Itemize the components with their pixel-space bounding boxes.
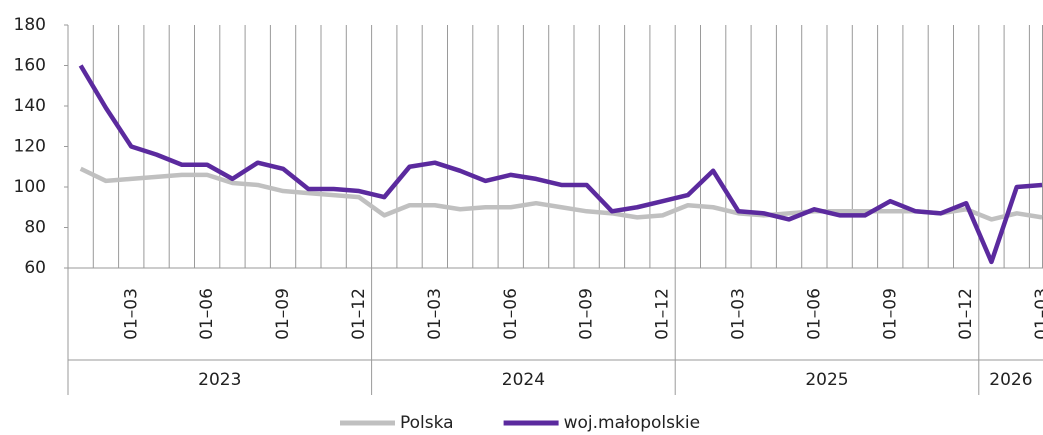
y-tick-label: 180 [14,15,46,35]
group-label: 2024 [502,370,545,390]
x-tick-label: 01–06 [501,288,521,340]
group-label: 2025 [805,370,848,390]
series-line [79,166,1043,222]
group-label: 2023 [198,370,241,390]
y-tick-label: 160 [14,56,46,76]
group-label: 2026 [989,370,1032,390]
y-tick-label: 120 [14,137,46,157]
x-tick-label: 01–12 [653,288,673,340]
legend-label: woj.małopolskie [564,413,700,433]
x-tick-label: 01–09 [273,288,293,340]
legend-label: Polska [400,413,454,433]
x-tick-label: 01–03 [425,288,445,340]
x-tick-label: 01–12 [349,288,369,340]
x-tick-label: 01–03 [121,288,141,340]
x-tick-label: 01–06 [197,288,217,340]
y-tick-label: 140 [14,96,46,116]
x-tick-label: 01–09 [577,288,597,340]
x-tick-label: 01–12 [956,288,976,340]
x-tick-label: 01–03 [1032,288,1043,340]
x-tick-label: 01–06 [804,288,824,340]
x-tick-label: 01–09 [880,288,900,340]
y-tick-label: 80 [24,218,46,238]
x-tick-label: 01–03 [728,288,748,340]
y-tick-label: 60 [24,258,46,278]
series-line [78,64,1043,265]
y-tick-label: 100 [14,177,46,197]
